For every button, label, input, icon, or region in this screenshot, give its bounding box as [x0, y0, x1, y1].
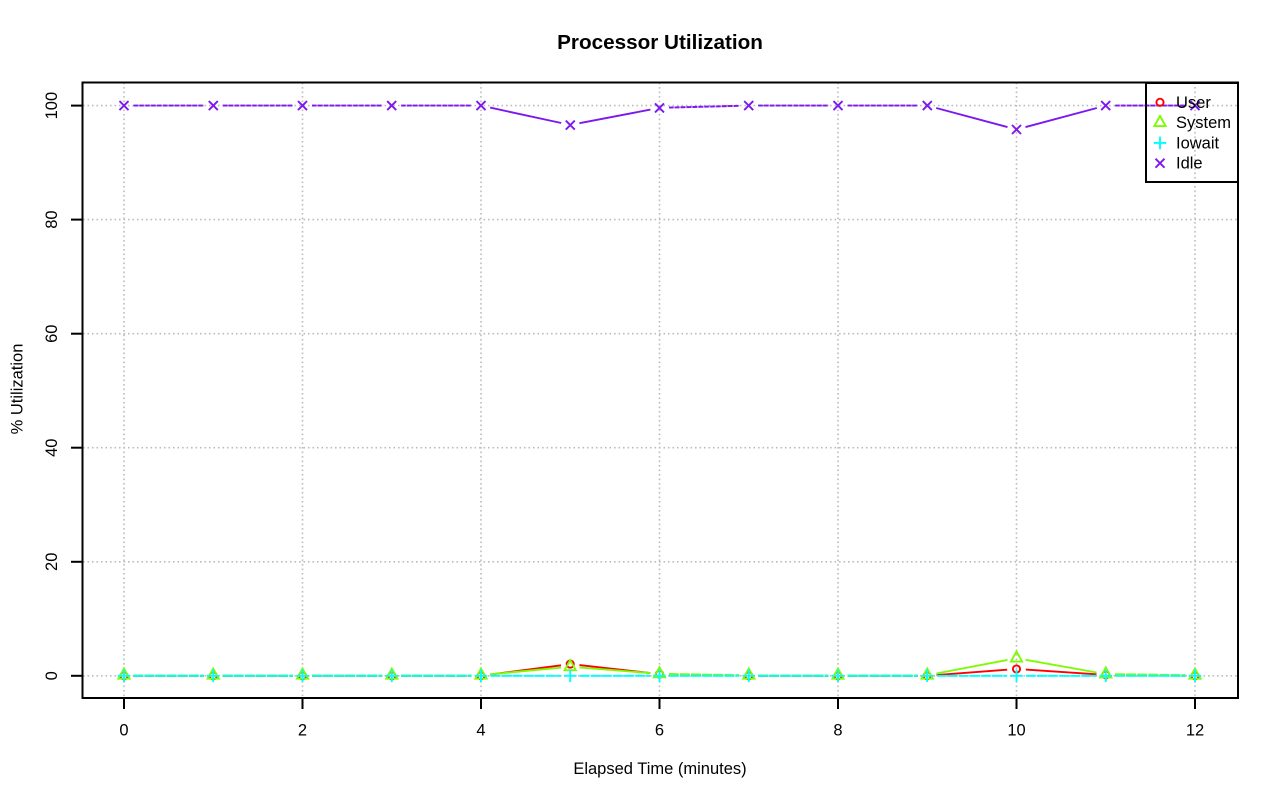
- svg-text:40: 40: [43, 439, 61, 457]
- svg-text:6: 6: [655, 722, 664, 740]
- svg-text:10: 10: [1007, 722, 1025, 740]
- svg-text:System: System: [1176, 114, 1231, 132]
- svg-text:80: 80: [43, 210, 61, 228]
- svg-text:4: 4: [476, 722, 485, 740]
- svg-text:20: 20: [43, 553, 61, 571]
- svg-text:100: 100: [43, 92, 61, 120]
- svg-text:Processor Utilization: Processor Utilization: [557, 31, 763, 54]
- svg-text:60: 60: [43, 325, 61, 343]
- svg-text:8: 8: [833, 722, 842, 740]
- svg-text:User: User: [1176, 94, 1211, 112]
- svg-text:0: 0: [43, 671, 61, 680]
- svg-text:0: 0: [119, 722, 128, 740]
- svg-text:Iowait: Iowait: [1176, 134, 1220, 152]
- svg-text:% Utilization: % Utilization: [8, 344, 26, 435]
- svg-text:Idle: Idle: [1176, 155, 1203, 173]
- svg-text:12: 12: [1186, 722, 1204, 740]
- svg-text:Elapsed Time (minutes): Elapsed Time (minutes): [573, 760, 746, 778]
- svg-text:2: 2: [298, 722, 307, 740]
